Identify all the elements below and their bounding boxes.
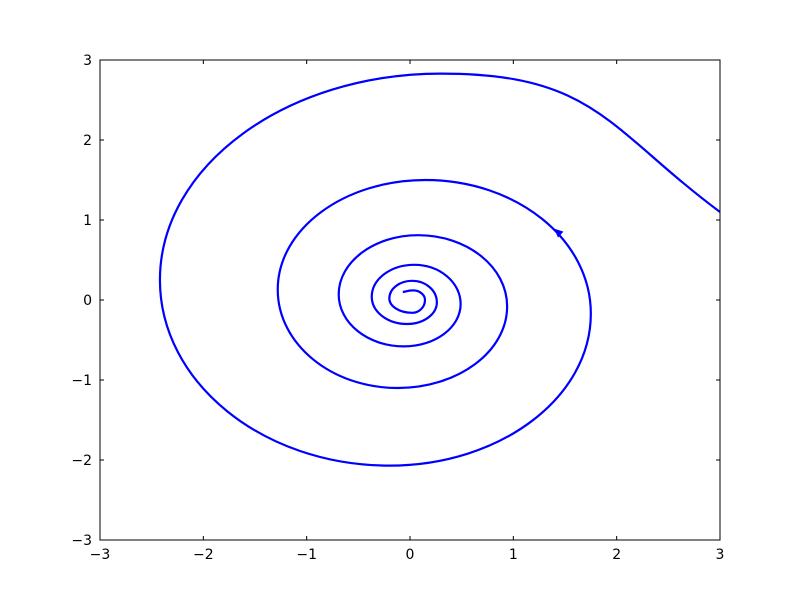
y-tick-label: 3: [83, 53, 92, 69]
x-tick-label: 2: [612, 547, 621, 563]
x-tick-label: 1: [509, 547, 518, 563]
direction-arrow: [554, 228, 564, 238]
x-tick-label: 0: [406, 547, 415, 563]
plot-area: [158, 72, 720, 467]
y-tick-label: 1: [83, 213, 92, 229]
y-tick-label: −1: [71, 373, 92, 389]
y-tick-label: −3: [71, 533, 92, 549]
x-tick-label: 3: [716, 547, 725, 563]
x-tick-label: −1: [296, 547, 317, 563]
y-tick-label: −2: [71, 453, 92, 469]
trajectory-line: [158, 72, 720, 467]
y-tick-label: 2: [83, 133, 92, 149]
x-tick-label: −3: [90, 547, 111, 563]
y-tick-label: 0: [83, 293, 92, 309]
y-tick-labels: −3 −2 −1 0 1 2 3: [71, 53, 92, 549]
x-tick-label: −2: [193, 547, 214, 563]
axes-frame: [99, 59, 721, 541]
x-tick-labels: −3 −2 −1 0 1 2 3: [90, 547, 725, 563]
